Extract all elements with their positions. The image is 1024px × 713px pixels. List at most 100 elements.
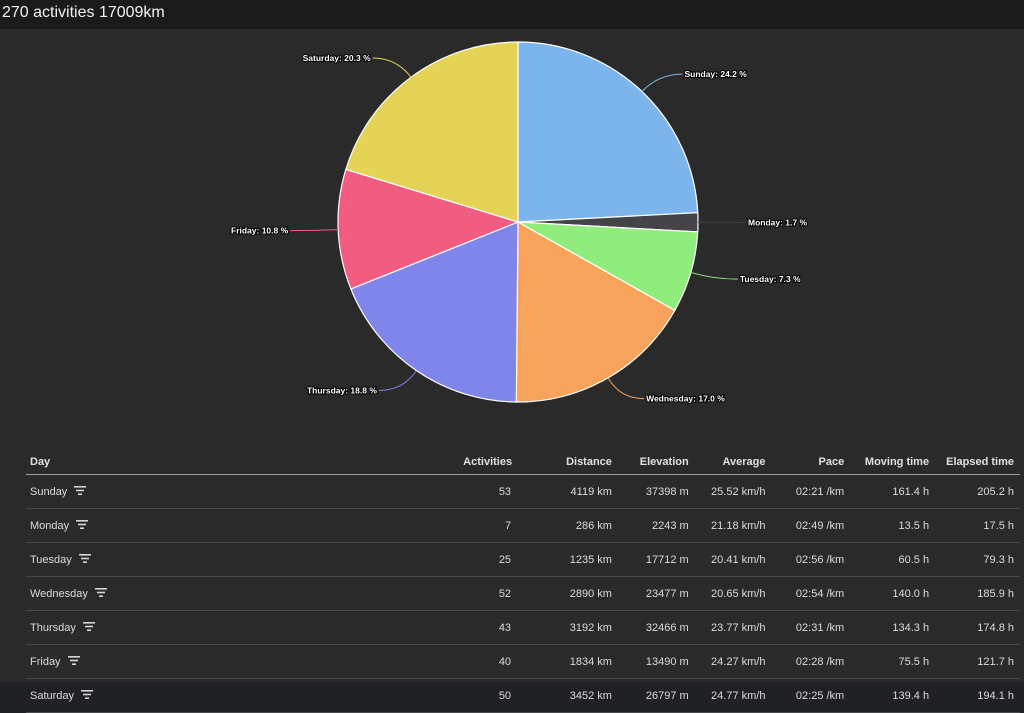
cell-activities: 43 bbox=[444, 611, 531, 645]
pie-slice-sunday[interactable] bbox=[518, 42, 698, 222]
data-label-friday: Friday: 10.8 % bbox=[231, 226, 289, 236]
cell-elevation: 17712 m bbox=[618, 543, 695, 577]
weekday-stats-table: Day Activities Distance Elevation Averag… bbox=[26, 450, 1020, 713]
leader-line-wednesday bbox=[608, 378, 644, 399]
cell-activities: 40 bbox=[444, 645, 531, 679]
cell-average: 25.52 km/h bbox=[695, 475, 772, 509]
cell-distance: 286 km bbox=[531, 509, 618, 543]
cell-elapsed-time: 205.2 h bbox=[935, 475, 1020, 509]
cell-distance: 2890 km bbox=[531, 577, 618, 611]
day-label: Friday bbox=[30, 656, 61, 668]
cell-pace: 02:21 /km bbox=[771, 475, 850, 509]
cell-day: Friday bbox=[26, 645, 444, 679]
cell-elapsed-time: 17.5 h bbox=[935, 509, 1020, 543]
cell-average: 21.18 km/h bbox=[695, 509, 772, 543]
cell-average: 24.27 km/h bbox=[695, 645, 772, 679]
cell-moving-time: 161.4 h bbox=[850, 475, 935, 509]
data-label-thursday: Thursday: 18.8 % bbox=[307, 385, 377, 395]
cell-distance: 3192 km bbox=[531, 611, 618, 645]
data-label-sunday: Sunday: 24.2 % bbox=[684, 69, 747, 79]
column-header-distance[interactable]: Distance bbox=[531, 450, 618, 475]
day-label: Monday bbox=[30, 520, 69, 532]
cell-moving-time: 13.5 h bbox=[850, 509, 935, 543]
data-label-monday: Monday: 1.7 % bbox=[748, 217, 807, 227]
filter-lines-icon[interactable] bbox=[68, 656, 80, 665]
day-label: Sunday bbox=[30, 486, 67, 498]
data-label-tuesday: Tuesday: 7.3 % bbox=[740, 274, 801, 284]
cell-day: Monday bbox=[26, 509, 444, 543]
column-header-elapsed-time[interactable]: Elapsed time bbox=[935, 450, 1020, 475]
filter-lines-icon[interactable] bbox=[95, 588, 107, 597]
cell-pace: 02:31 /km bbox=[771, 611, 850, 645]
column-header-average[interactable]: Average bbox=[695, 450, 772, 475]
cell-pace: 02:54 /km bbox=[771, 577, 850, 611]
cell-elevation: 32466 m bbox=[618, 611, 695, 645]
filter-lines-icon[interactable] bbox=[74, 486, 86, 495]
column-header-elevation[interactable]: Elevation bbox=[618, 450, 695, 475]
cell-elapsed-time: 194.1 h bbox=[935, 679, 1020, 713]
cell-activities: 25 bbox=[444, 543, 531, 577]
cell-elevation: 2243 m bbox=[618, 509, 695, 543]
cell-day: Tuesday bbox=[26, 543, 444, 577]
column-header-day[interactable]: Day bbox=[26, 450, 444, 475]
day-label: Saturday bbox=[30, 690, 74, 702]
cell-day: Thursday bbox=[26, 611, 444, 645]
cell-activities: 50 bbox=[444, 679, 531, 713]
day-label: Thursday bbox=[30, 622, 76, 634]
cell-activities: 7 bbox=[444, 509, 531, 543]
column-header-moving-time[interactable]: Moving time bbox=[850, 450, 935, 475]
page-title: 270 activities 17009km bbox=[2, 4, 165, 22]
cell-average: 24.77 km/h bbox=[695, 679, 772, 713]
table-header-row: Day Activities Distance Elevation Averag… bbox=[26, 450, 1020, 475]
data-label-saturday: Saturday: 20.3 % bbox=[303, 53, 371, 63]
filter-lines-icon[interactable] bbox=[83, 622, 95, 631]
cell-average: 23.77 km/h bbox=[695, 611, 772, 645]
weekday-pie-chart: Sunday: 24.2 % Monday: 1.7 % Tuesday: 7.3 … bbox=[0, 29, 1024, 421]
cell-moving-time: 140.0 h bbox=[850, 577, 935, 611]
cell-elevation: 23477 m bbox=[618, 577, 695, 611]
filter-lines-icon[interactable] bbox=[81, 690, 93, 699]
cell-moving-time: 60.5 h bbox=[850, 543, 935, 577]
cell-moving-time: 75.5 h bbox=[850, 645, 935, 679]
cell-day: Sunday bbox=[26, 475, 444, 509]
top-bar: 270 activities 17009km bbox=[0, 0, 1024, 29]
filter-lines-icon[interactable] bbox=[79, 554, 91, 563]
cell-average: 20.41 km/h bbox=[695, 543, 772, 577]
cell-elevation: 26797 m bbox=[618, 679, 695, 713]
cell-elapsed-time: 121.7 h bbox=[935, 645, 1020, 679]
cell-moving-time: 134.3 h bbox=[850, 611, 935, 645]
cell-moving-time: 139.4 h bbox=[850, 679, 935, 713]
column-header-activities[interactable]: Activities bbox=[444, 450, 531, 475]
cell-activities: 53 bbox=[444, 475, 531, 509]
cell-pace: 02:56 /km bbox=[771, 543, 850, 577]
leader-line-friday bbox=[290, 230, 338, 231]
cell-distance: 3452 km bbox=[531, 679, 618, 713]
cell-elapsed-time: 79.3 h bbox=[935, 543, 1020, 577]
cell-average: 20.65 km/h bbox=[695, 577, 772, 611]
cell-pace: 02:25 /km bbox=[771, 679, 850, 713]
column-header-pace[interactable]: Pace bbox=[771, 450, 850, 475]
stats-panel: Sunday: 24.2 % Monday: 1.7 % Tuesday: 7.3 … bbox=[0, 29, 1024, 682]
filter-lines-icon[interactable] bbox=[76, 520, 88, 529]
cell-pace: 02:28 /km bbox=[771, 645, 850, 679]
cell-elapsed-time: 185.9 h bbox=[935, 577, 1020, 611]
day-label: Wednesday bbox=[30, 588, 88, 600]
leader-line-saturday bbox=[373, 58, 411, 77]
cell-distance: 4119 km bbox=[531, 475, 618, 509]
leader-line-tuesday bbox=[691, 272, 738, 279]
day-label: Tuesday bbox=[30, 554, 72, 566]
cell-elevation: 13490 m bbox=[618, 645, 695, 679]
cell-day: Wednesday bbox=[26, 577, 444, 611]
cell-distance: 1834 km bbox=[531, 645, 618, 679]
leader-line-thursday bbox=[379, 371, 417, 391]
cell-elevation: 37398 m bbox=[618, 475, 695, 509]
cell-distance: 1235 km bbox=[531, 543, 618, 577]
cell-day: Saturday bbox=[26, 679, 444, 713]
